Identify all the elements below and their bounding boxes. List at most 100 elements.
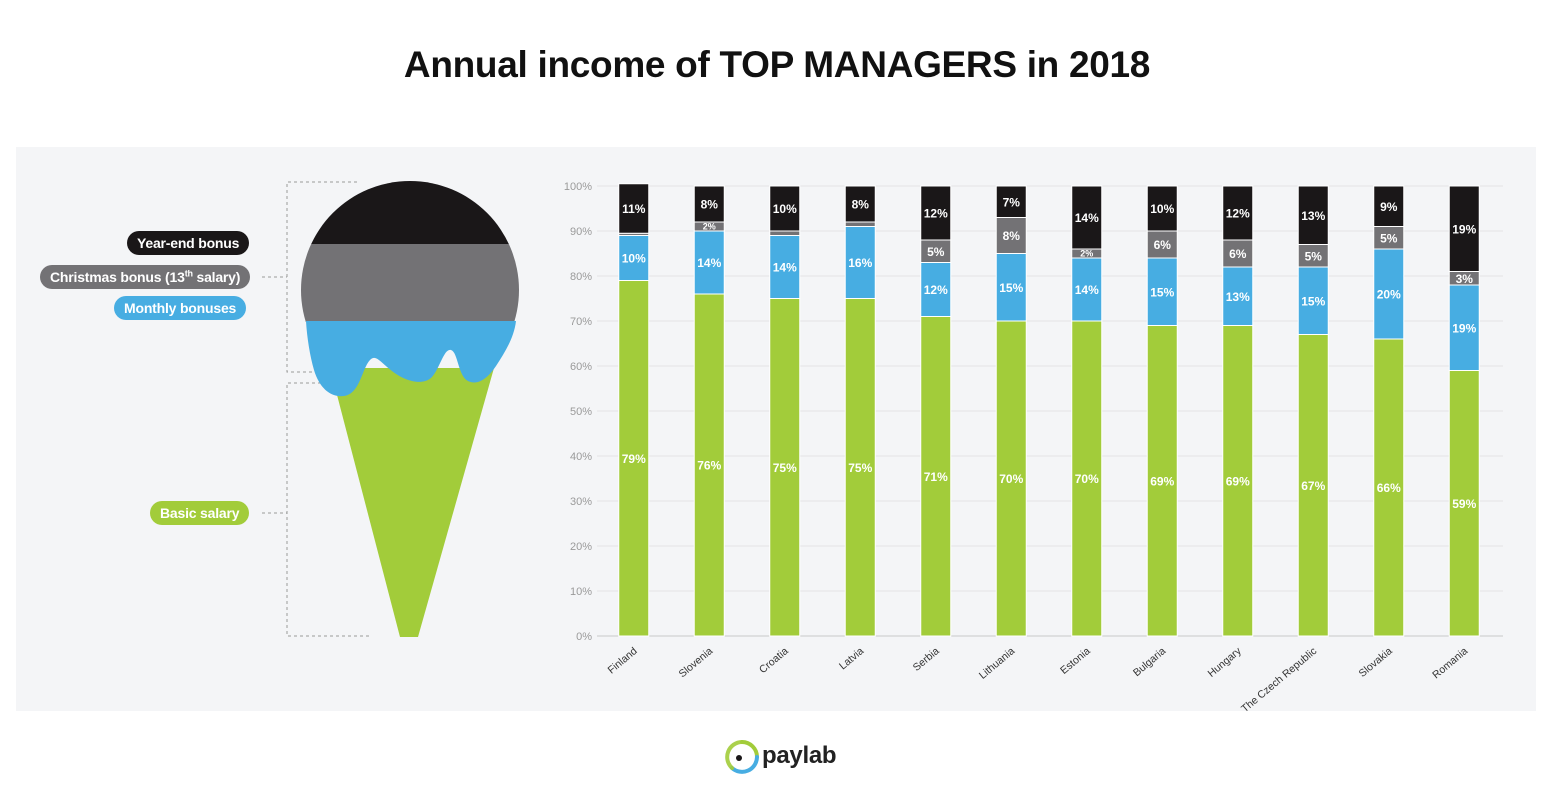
data-label: 66% <box>1377 481 1401 495</box>
data-label: 6% <box>1154 238 1172 252</box>
data-label: 12% <box>924 207 948 221</box>
data-label: 3% <box>1456 272 1474 286</box>
y-tick-label: 90% <box>570 226 592 238</box>
legend-basic-salary: Basic salary <box>150 501 250 525</box>
data-label: 8% <box>852 198 870 212</box>
bar-segment-christmas <box>844 221 876 227</box>
bar-segment-monthly <box>995 253 1027 322</box>
bars-layer: 79% 10% 11% 76% 14% 2% 8% 75% 14% 10% 75% 16% 8% 71% 1… <box>618 183 1480 637</box>
bar-segment-basic <box>844 298 876 637</box>
data-label: 71% <box>924 470 948 484</box>
paylab-ring-icon <box>725 740 759 774</box>
legend-christmas-label-sup: th <box>184 268 193 279</box>
data-label: 15% <box>1150 285 1174 299</box>
bar-segment-basic <box>769 298 801 637</box>
data-label: 15% <box>1301 294 1325 308</box>
bar-segment-year_end <box>1297 185 1329 245</box>
page-title: Annual income of TOP MANAGERS in 2018 <box>403 44 1151 85</box>
data-label: 19% <box>1452 321 1476 335</box>
data-label: 11% <box>622 202 646 216</box>
y-tick-label: 40% <box>570 451 592 463</box>
y-tick-label: 100% <box>564 181 592 193</box>
bar-segment-christmas <box>995 217 1027 254</box>
data-label: 14% <box>773 261 797 275</box>
bar-segment-basic <box>1071 320 1103 637</box>
data-label: 69% <box>1150 474 1174 488</box>
legend-christmas-bonus: Christmas bonus (13th salary) <box>40 265 251 289</box>
x-tick-label: Croatia <box>757 645 791 676</box>
y-tick-label: 70% <box>570 316 592 328</box>
y-tick-label: 60% <box>570 361 592 373</box>
x-tick-label: Hungary <box>1206 645 1245 680</box>
data-label: 75% <box>773 461 797 475</box>
data-label: 10% <box>1150 202 1174 216</box>
bar-segment-monthly <box>769 235 801 299</box>
data-label: 20% <box>1377 288 1401 302</box>
data-label: 12% <box>1226 207 1250 221</box>
bar-segment-basic <box>920 316 952 637</box>
data-label: 67% <box>1301 479 1325 493</box>
bar-segment-year_end <box>1071 185 1103 250</box>
x-tick-label: Bulgaria <box>1131 645 1168 679</box>
bar-segment-basic <box>1373 338 1405 637</box>
bar-segment-basic <box>1146 325 1178 637</box>
data-label: 9% <box>1380 200 1398 214</box>
data-label: 10% <box>622 252 646 266</box>
legend-christmas-label-suffix: salary) <box>192 269 241 285</box>
data-label: 13% <box>1226 290 1250 304</box>
legend-monthly-label: Monthly bonuses <box>124 300 237 316</box>
x-tick-label: Latvia <box>837 645 866 672</box>
data-label: 5% <box>927 245 945 259</box>
data-label: 19% <box>1452 222 1476 236</box>
x-tick-label: Serbia <box>911 645 942 674</box>
x-tick-label: The Czech Republic <box>1239 645 1319 715</box>
data-label: 76% <box>697 459 721 473</box>
ice-cream-illustration <box>262 181 519 637</box>
y-tick-label: 10% <box>570 586 592 598</box>
paylab-wordmark: paylab <box>762 742 837 769</box>
bar-segment-year_end <box>1222 185 1254 241</box>
data-label: 15% <box>999 281 1023 295</box>
y-tick-label: 0% <box>576 631 592 643</box>
data-label: 59% <box>1452 497 1476 511</box>
data-label: 70% <box>1075 472 1099 486</box>
bar-segment-basic <box>693 293 725 637</box>
data-label: 69% <box>1226 474 1250 488</box>
data-label: 70% <box>999 472 1023 486</box>
y-tick-label: 30% <box>570 496 592 508</box>
bar-segment-monthly <box>920 262 952 317</box>
bar-segment-year_end <box>693 185 725 223</box>
legend-monthly-bonuses: Monthly bonuses <box>114 296 247 320</box>
legend-christmas-label-prefix: Christmas bonus (13 <box>50 269 185 285</box>
cone-shape <box>330 368 494 637</box>
data-label: 7% <box>1003 195 1021 209</box>
data-label: 12% <box>924 283 948 297</box>
y-tick-label: 50% <box>570 406 592 418</box>
bar-segment-year_end <box>1373 185 1405 227</box>
x-tick-label: Lithuania <box>977 645 1017 682</box>
x-tick-label: Finland <box>606 645 640 676</box>
bar-segment-monthly <box>1448 284 1480 371</box>
bar-segment-monthly <box>693 230 725 295</box>
data-label: 14% <box>697 256 721 270</box>
stacked-bar-chart: 0% 10% 20% 30% 40% 50% 60% 70% 80% 90% 100% 79% 10%… <box>564 181 1503 715</box>
bar-segment-christmas <box>769 230 801 236</box>
legend-basic-label: Basic salary <box>160 505 240 521</box>
x-tick-label: Estonia <box>1058 645 1093 677</box>
data-label: 8% <box>1003 229 1021 243</box>
data-label: 2% <box>703 222 716 232</box>
y-tick-label: 20% <box>570 541 592 553</box>
x-tick-label: Romania <box>1430 645 1470 681</box>
x-tick-label: Slovenia <box>677 645 716 680</box>
bar-segment-basic <box>1297 334 1329 637</box>
data-label: 5% <box>1380 231 1398 245</box>
data-label: 75% <box>848 461 872 475</box>
legend-year-end-label: Year-end bonus <box>137 235 240 251</box>
grid-layer: 0% 10% 20% 30% 40% 50% 60% 70% 80% 90% 100% <box>564 181 1503 643</box>
bar-segment-year_end <box>844 185 876 223</box>
bar-segment-year_end <box>1448 185 1480 272</box>
data-label: 13% <box>1301 209 1325 223</box>
x-axis-labels: Finland Slovenia Croatia Latvia Serbia Lithua… <box>606 645 1471 715</box>
bar-segment-monthly <box>844 226 876 299</box>
bar-segment-monthly <box>1297 266 1329 335</box>
